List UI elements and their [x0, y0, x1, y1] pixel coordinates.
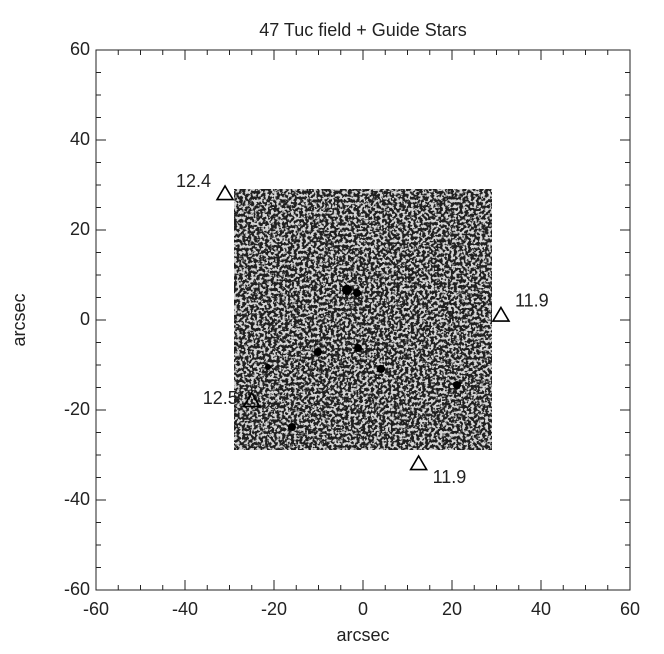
x-tick-label: 60: [620, 599, 640, 619]
guide-star-marker: [491, 305, 511, 322]
star-field-image: [234, 189, 492, 450]
guide-star-marker: [242, 391, 262, 408]
y-tick-label: -40: [64, 489, 90, 509]
magnitude-label: 11.9: [515, 290, 549, 310]
x-tick-label: -60: [83, 599, 109, 619]
y-tick-label: -20: [64, 399, 90, 419]
y-axis-label: arcsec: [9, 293, 29, 346]
y-tick-label: 60: [70, 39, 90, 59]
chart-title: 47 Tuc field + Guide Stars: [259, 20, 467, 40]
x-tick-label: 20: [442, 599, 462, 619]
guide-star-marker: [409, 454, 429, 471]
x-tick-label: 0: [358, 599, 368, 619]
y-tick-label: 0: [80, 309, 90, 329]
x-axis-label: arcsec: [336, 625, 389, 645]
magnitude-label: 11.9: [433, 467, 467, 487]
y-tick-label: -60: [64, 579, 90, 599]
x-tick-label: -20: [261, 599, 287, 619]
y-tick-label: 40: [70, 129, 90, 149]
x-tick-label: -40: [172, 599, 198, 619]
y-tick-label: 20: [70, 219, 90, 239]
guide-star-marker: [215, 184, 235, 201]
x-tick-label: 40: [531, 599, 551, 619]
magnitude-label: 12.5: [203, 388, 238, 408]
magnitude-label: 12.4: [176, 171, 211, 191]
